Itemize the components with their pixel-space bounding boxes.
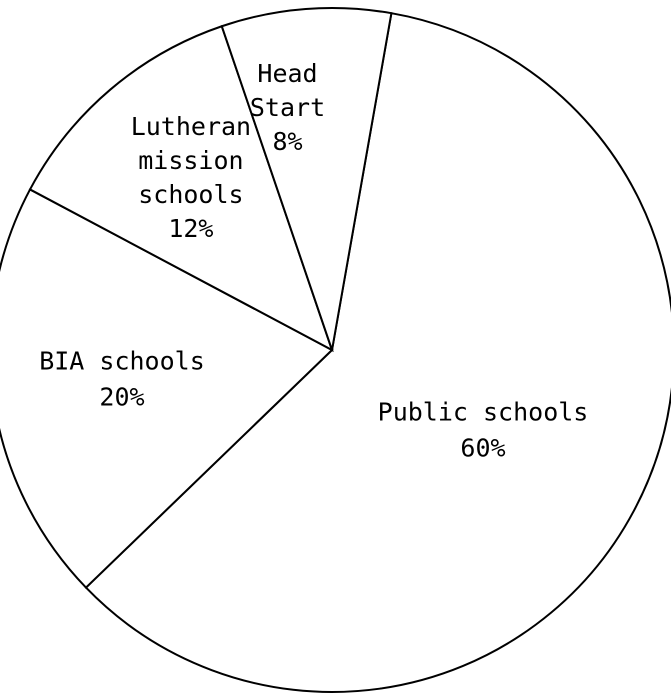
pie-label-line: Public schools [378, 397, 589, 426]
pie-label-bia-schools: BIA schools 20% [39, 347, 205, 412]
pie-slice-public-schools [84, 12, 671, 694]
pie-label-lutheran-mission-schools: Lutheran mission schools 12% [131, 112, 251, 243]
pie-label-line: Lutheran [131, 112, 251, 141]
pie-label-line: mission [138, 146, 243, 175]
pie-label-value: 60% [460, 433, 505, 462]
pie-label-value: 20% [99, 383, 144, 412]
pie-label-value: 8% [272, 127, 302, 156]
pie-slice-head-start [220, 7, 393, 351]
pie-label-line: Head [257, 59, 317, 88]
pie-slices [0, 7, 671, 694]
pie-labels: Public schools 60% BIA schools 20% Lutheran m… [39, 59, 589, 462]
pie-label-line: Start [250, 93, 325, 122]
pie-slice-lutheran-mission-schools [28, 24, 334, 353]
pie-slice-bia-schools [0, 188, 334, 589]
pie-label-public-schools: Public schools 60% [378, 397, 589, 462]
pie-label-value: 12% [168, 214, 213, 243]
pie-label-head-start: Head Start 8% [250, 59, 325, 156]
pie-label-line: BIA schools [39, 347, 205, 376]
pie-label-line: schools [138, 180, 243, 209]
